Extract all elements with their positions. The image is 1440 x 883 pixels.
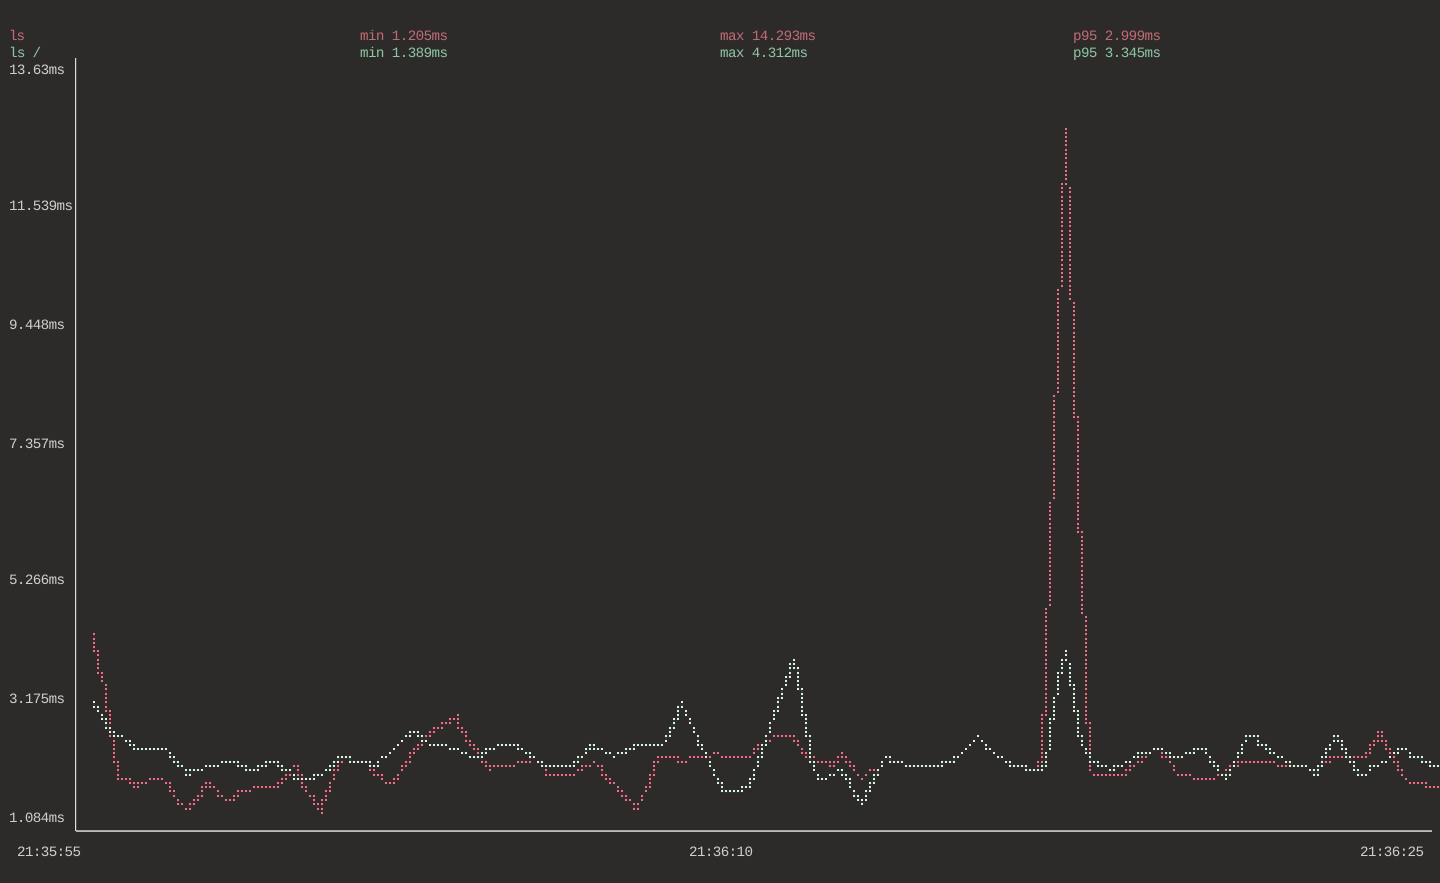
svg-text:max 14.293ms: max 14.293ms	[720, 29, 816, 45]
svg-text:13.63ms: 13.63ms	[9, 63, 65, 79]
svg-text:p95 2.999ms: p95 2.999ms	[1073, 29, 1161, 45]
svg-text:11.539ms: 11.539ms	[9, 199, 73, 215]
svg-text:min 1.389ms: min 1.389ms	[360, 46, 448, 62]
svg-text:3.175ms: 3.175ms	[9, 692, 65, 708]
svg-text:max 4.312ms: max 4.312ms	[720, 46, 808, 62]
svg-text:ls: ls	[9, 29, 25, 45]
svg-text:1.084ms: 1.084ms	[9, 811, 65, 827]
svg-text:ls /: ls /	[9, 46, 41, 62]
svg-text:21:35:55: 21:35:55	[17, 845, 81, 861]
svg-text:5.266ms: 5.266ms	[9, 573, 65, 589]
svg-text:9.448ms: 9.448ms	[9, 318, 65, 334]
svg-text:21:36:10: 21:36:10	[689, 845, 753, 861]
svg-text:min 1.205ms: min 1.205ms	[360, 29, 448, 45]
svg-text:21:36:25: 21:36:25	[1360, 845, 1424, 861]
svg-text:7.357ms: 7.357ms	[9, 437, 65, 453]
svg-text:p95 3.345ms: p95 3.345ms	[1073, 46, 1161, 62]
